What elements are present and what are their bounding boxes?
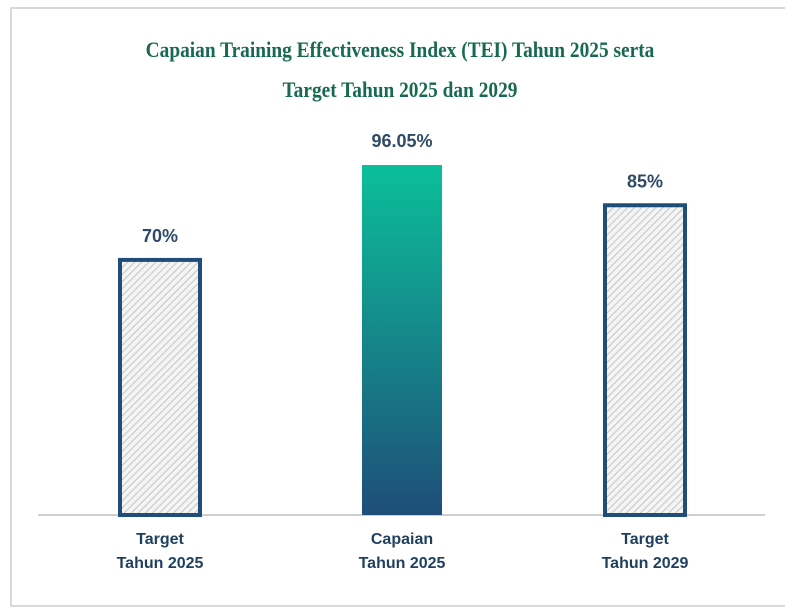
chart-title: Capaian Training Effectiveness Index (TE… bbox=[145, 37, 655, 102]
x-tick-label: Capaian Tahun 2025 bbox=[358, 531, 446, 572]
value-label: 70% bbox=[142, 226, 178, 246]
x-tick-label: Target Tahun 2025 bbox=[116, 531, 204, 572]
value-label: 96.05% bbox=[371, 131, 432, 151]
chart: 70% 96.05% 85% bbox=[38, 131, 765, 518]
bar bbox=[118, 257, 202, 518]
bar bbox=[603, 203, 687, 517]
x-tick-label: Target Tahun 2029 bbox=[601, 531, 689, 572]
value-label: 85% bbox=[627, 171, 663, 191]
bar bbox=[362, 164, 442, 515]
page: Capaian Training Effectiveness Index (TE… bbox=[10, 7, 785, 607]
